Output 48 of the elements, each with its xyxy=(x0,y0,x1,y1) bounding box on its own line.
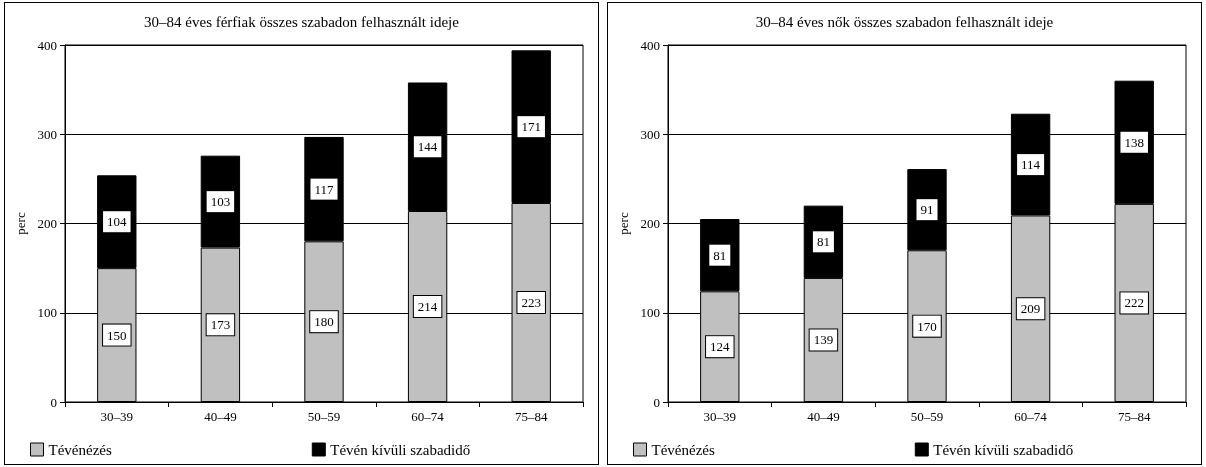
chart-title: 30–84 éves nők összes szabadon felhasznált ideje xyxy=(755,13,1054,30)
legend-label: Tévén kívüli szabadidő xyxy=(330,441,471,458)
data-label: 173 xyxy=(210,317,231,333)
data-label: 209 xyxy=(1020,301,1041,317)
y-tick-label: 300 xyxy=(37,126,57,142)
data-label: 222 xyxy=(1124,295,1144,311)
y-tick-label: 400 xyxy=(37,37,57,53)
x-tick-label: 40–49 xyxy=(807,409,840,424)
x-tick-label: 50–59 xyxy=(307,409,341,424)
data-label: 81 xyxy=(713,247,727,263)
x-tick-label: 40–49 xyxy=(204,409,237,424)
x-tick-label: 30–39 xyxy=(100,409,134,424)
x-tick-label: 60–74 xyxy=(1014,409,1048,424)
data-label: 150 xyxy=(107,327,127,343)
data-label: 114 xyxy=(1021,157,1041,173)
data-label: 144 xyxy=(417,139,438,155)
data-label: 170 xyxy=(917,318,937,334)
data-label: 103 xyxy=(210,194,231,210)
x-tick-label: 75–84 xyxy=(1117,409,1151,424)
legend-label: Tévén kívüli szabadidő xyxy=(933,441,1074,458)
data-label: 180 xyxy=(314,314,334,330)
y-tick-label: 200 xyxy=(640,216,660,231)
y-tick-label: 0 xyxy=(653,394,660,410)
data-label: 104 xyxy=(107,214,128,230)
chart-title: 30–84 éves férfiak összes szabadon felhasznált ideje xyxy=(144,13,460,30)
legend-label: Tévénézés xyxy=(48,441,112,458)
y-tick-label: 400 xyxy=(640,37,660,53)
y-tick-label: 200 xyxy=(37,216,57,231)
y-tick-label: 100 xyxy=(37,305,57,321)
data-label: 171 xyxy=(521,119,541,135)
y-tick-label: 300 xyxy=(640,126,660,142)
x-tick-label: 50–59 xyxy=(910,409,944,424)
data-label: 91 xyxy=(920,202,934,218)
y-axis-title: perc xyxy=(615,212,631,235)
x-tick-label: 75–84 xyxy=(514,409,548,424)
y-tick-label: 0 xyxy=(50,394,57,410)
y-tick-label: 100 xyxy=(640,305,660,321)
data-label: 214 xyxy=(417,299,438,314)
data-label: 223 xyxy=(521,294,541,310)
x-tick-label: 60–74 xyxy=(411,409,445,424)
x-tick-label: 30–39 xyxy=(703,409,737,424)
data-label: 139 xyxy=(813,332,834,348)
data-label: 124 xyxy=(710,339,731,355)
data-label: 117 xyxy=(314,181,334,197)
legend-label: Tévénézés xyxy=(651,441,715,458)
data-label: 138 xyxy=(1124,134,1144,150)
y-axis-title: perc xyxy=(12,212,28,235)
data-label: 81 xyxy=(816,234,830,250)
